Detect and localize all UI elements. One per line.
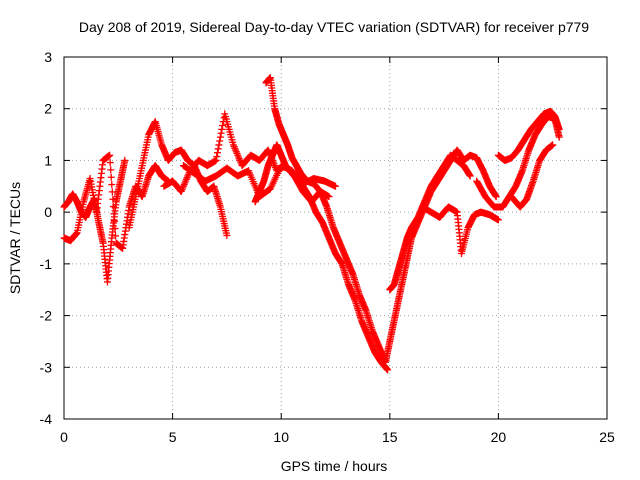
- x-axis-label: GPS time / hours: [281, 458, 388, 474]
- data-point: [109, 195, 117, 203]
- y-tick-label: 0: [44, 204, 52, 220]
- series-arc-3: [125, 118, 231, 239]
- data-point: [216, 133, 224, 141]
- y-tick-label: -4: [40, 411, 53, 427]
- axis-ticks: 0 5 10 15 20 25 -4 -3 -2 -1 0 1 2 3: [40, 49, 615, 445]
- data-point: [325, 193, 333, 201]
- data-point: [109, 203, 117, 211]
- data-point: [217, 129, 225, 137]
- data-point: [110, 217, 118, 225]
- data-point: [549, 141, 557, 149]
- x-tick-label: 5: [169, 429, 177, 445]
- x-tick-label: 10: [273, 429, 289, 445]
- data-point: [466, 172, 474, 180]
- series-arc-7: [262, 74, 389, 366]
- data-point: [332, 182, 339, 190]
- series-arc-10: [418, 203, 502, 258]
- data-point: [106, 151, 114, 159]
- data-point: [110, 210, 118, 218]
- data-point: [121, 156, 129, 164]
- series-arc-13: [507, 141, 557, 211]
- data-point: [112, 232, 120, 240]
- series-arc-12: [494, 107, 563, 164]
- data-point: [219, 122, 227, 130]
- series-arc-11: [473, 112, 563, 211]
- y-tick-label: 2: [44, 101, 52, 117]
- x-tick-label: 15: [382, 429, 398, 445]
- series-arc-9: [386, 151, 474, 294]
- x-tick-label: 25: [599, 429, 615, 445]
- y-tick-label: -1: [40, 256, 53, 272]
- data-point: [218, 125, 226, 133]
- data-point: [215, 141, 223, 149]
- data-point: [111, 225, 119, 233]
- chart-title: Day 208 of 2019, Sidereal Day-to-day VTE…: [79, 19, 589, 35]
- data-point: [107, 173, 115, 181]
- data-point: [555, 133, 563, 141]
- y-axis-label: SDTVAR / TECUs: [7, 182, 23, 294]
- y-tick-label: 1: [44, 152, 52, 168]
- grid: [64, 57, 607, 419]
- data-point: [223, 231, 231, 239]
- data-point: [108, 181, 116, 189]
- x-tick-label: 0: [60, 429, 68, 445]
- data-point: [216, 137, 224, 145]
- data-point: [494, 216, 502, 224]
- data-points: [60, 74, 563, 374]
- data-point: [213, 153, 221, 161]
- data-point: [384, 366, 392, 374]
- data-point: [108, 188, 116, 196]
- data-point: [106, 159, 114, 167]
- x-tick-label: 20: [491, 429, 507, 445]
- data-point: [212, 156, 220, 164]
- data-point: [555, 125, 563, 133]
- series-arc-6: [251, 141, 392, 374]
- y-tick-label: -2: [40, 308, 53, 324]
- data-point: [492, 193, 500, 201]
- y-tick-label: 3: [44, 49, 52, 65]
- series-arc-1: [60, 156, 129, 286]
- data-point: [107, 166, 115, 174]
- data-point: [213, 149, 221, 157]
- y-tick-label: -3: [40, 359, 53, 375]
- data-point: [214, 145, 222, 153]
